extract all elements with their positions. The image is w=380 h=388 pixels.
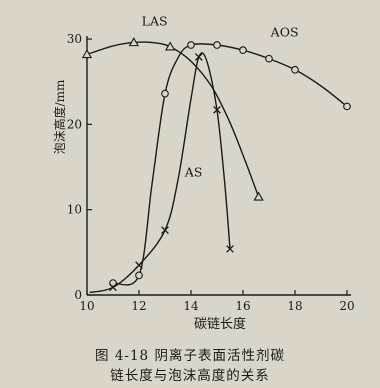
data-point-as-3-b: [194, 53, 203, 61]
data-point-as-1-b: [135, 261, 143, 270]
y-tick-label-10: 10: [67, 203, 82, 217]
data-point-las-0: [81, 49, 93, 59]
data-point-aos-2: [161, 89, 169, 98]
data-point-aos-1: [135, 271, 143, 280]
y-tick-label-0: 0: [74, 288, 82, 302]
x-tick-label-16: 16: [235, 299, 250, 313]
series-label-aos: AOS: [270, 25, 299, 40]
data-point-las-2: [165, 41, 176, 51]
x-tick-label-20: 20: [339, 299, 354, 313]
data-point-as-3: [194, 53, 203, 61]
data-point-aos-0: [109, 279, 117, 287]
data-point-as-4: [213, 106, 221, 114]
data-point-las-3: [253, 191, 264, 201]
data-point-as-2: [161, 226, 169, 235]
data-point-as-5: [226, 245, 234, 253]
data-point-aos-5: [239, 46, 247, 55]
x-tick-label-14: 14: [183, 299, 199, 313]
x-tick-label-18: 18: [287, 299, 302, 313]
series-label-las: LAS: [142, 13, 168, 28]
data-point-as-4-b: [213, 106, 221, 114]
y-tick-label-30: 30: [67, 32, 82, 46]
data-point-aos-8: [343, 102, 351, 111]
data-point-aos-6: [265, 54, 273, 63]
x-tick-label-12: 12: [131, 299, 146, 313]
data-point-as-2-b: [161, 226, 169, 235]
figure-caption-line-1: 图 4-18 阴离子表面活性剂碳: [95, 348, 285, 364]
data-point-as-1: [135, 261, 143, 270]
figure-caption-line-2: 链长度与泡沫高度的关系: [110, 368, 270, 384]
data-point-aos-4: [213, 41, 221, 49]
series-line-as: [89, 52, 231, 294]
data-point-las-1: [128, 37, 139, 47]
data-point-aos-7: [291, 65, 299, 74]
x-axis-title: 碳链长度: [194, 316, 246, 332]
data-point-as-0: [109, 283, 117, 292]
y-tick-label-20: 20: [67, 117, 82, 131]
series-label-as: AS: [184, 164, 203, 179]
data-point-as-5-b: [226, 245, 234, 253]
y-axis-title: 泡沫高度/mm: [52, 79, 67, 154]
data-point-aos-3: [187, 41, 195, 49]
series-line-las: [86, 41, 260, 198]
x-tick-label-10: 10: [79, 299, 94, 313]
data-point-as-0-b: [109, 283, 117, 292]
